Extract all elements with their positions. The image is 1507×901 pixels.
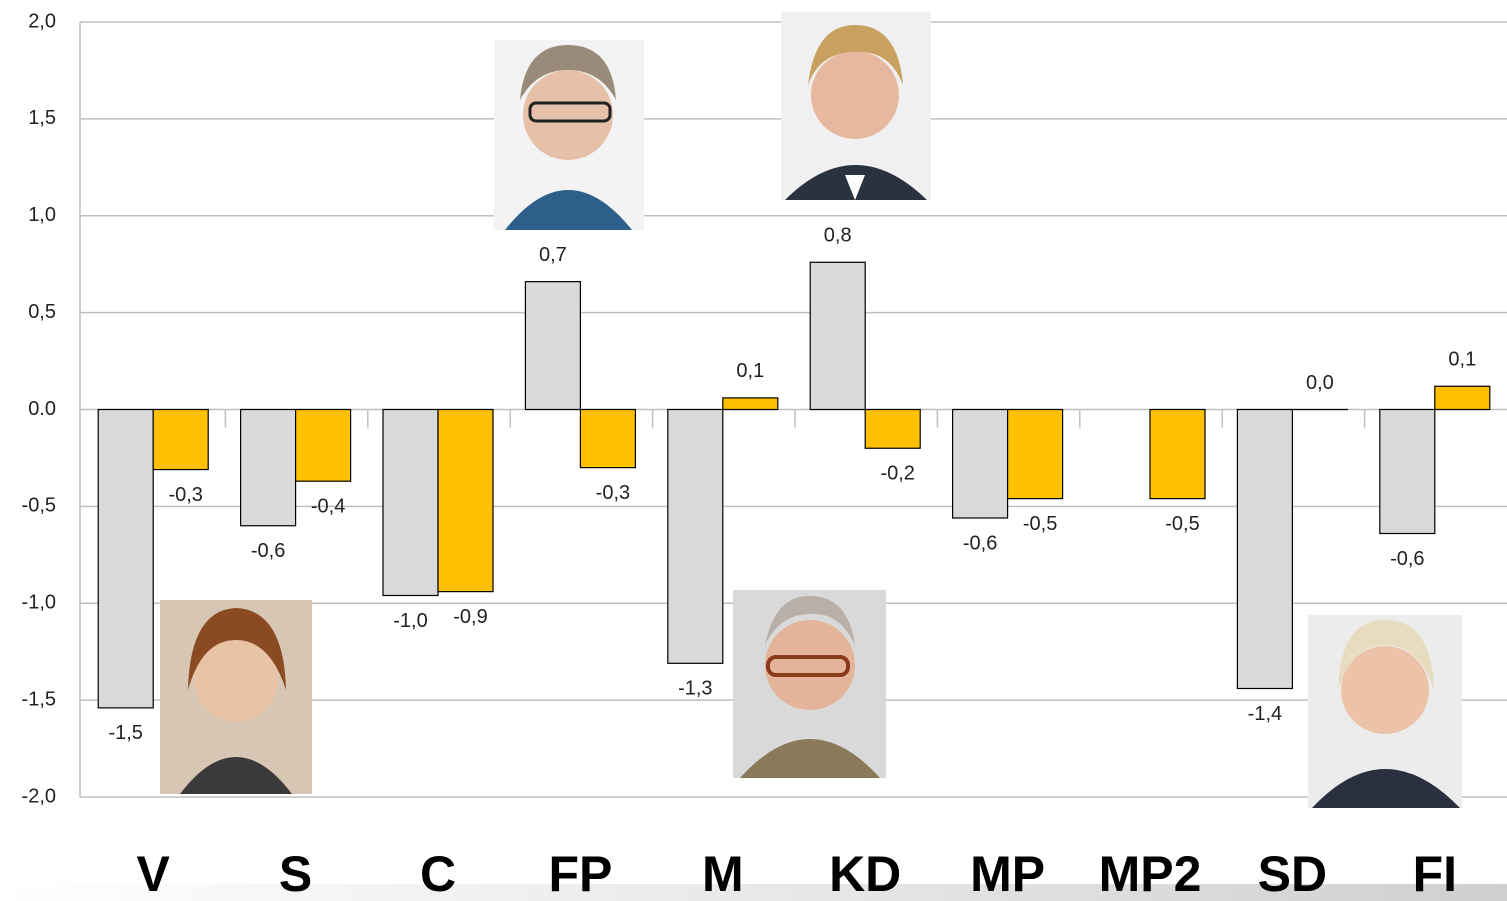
y-tick-label: -0,5 bbox=[22, 495, 56, 517]
y-tick-label: 0.0 bbox=[28, 398, 56, 420]
y-tick-label: -2,0 bbox=[22, 785, 56, 807]
bar bbox=[1379, 408, 1436, 535]
bar bbox=[667, 408, 724, 664]
bar bbox=[579, 408, 637, 469]
x-tick-label: KD bbox=[829, 846, 901, 901]
bar bbox=[722, 397, 779, 411]
x-tick-label: M bbox=[702, 846, 744, 901]
y-tick-label: 2,0 bbox=[28, 10, 56, 32]
photo bbox=[160, 600, 312, 794]
y-tick-label: 1,5 bbox=[28, 107, 56, 129]
value-label: -1,3 bbox=[678, 678, 712, 700]
x-tick-label: V bbox=[137, 846, 171, 901]
y-tick-label: 0,5 bbox=[28, 301, 56, 323]
value-label: -0,5 bbox=[1023, 513, 1057, 535]
x-tick-label: SD bbox=[1258, 846, 1327, 901]
value-label: -0,3 bbox=[168, 484, 202, 506]
bar bbox=[152, 408, 209, 471]
bar bbox=[382, 408, 439, 597]
photo bbox=[733, 590, 886, 778]
value-label: -0,6 bbox=[251, 540, 285, 562]
bar bbox=[295, 408, 352, 482]
x-tick-label: S bbox=[279, 846, 312, 901]
value-label: 0,1 bbox=[1448, 349, 1476, 371]
x-tick-label: FP bbox=[548, 846, 612, 901]
value-label: -0,4 bbox=[311, 495, 345, 517]
bar bbox=[240, 408, 297, 527]
photos bbox=[160, 12, 1462, 808]
bar bbox=[97, 408, 154, 709]
bars bbox=[97, 261, 1491, 709]
x-tick-label: FI bbox=[1413, 846, 1457, 901]
y-tick-label: -1,5 bbox=[22, 688, 56, 710]
value-label: 0,0 bbox=[1306, 372, 1334, 394]
x-tick-label: MP bbox=[970, 846, 1045, 901]
value-label: -0,5 bbox=[1165, 513, 1199, 535]
bar bbox=[1434, 385, 1491, 411]
labels: -2,0 -1,5 -1,0 -0,5 0.0 0,5 1,0 1,5 2,0 V -1,5 -0,3… bbox=[22, 10, 1477, 901]
bar bbox=[1149, 408, 1206, 500]
floor-strip bbox=[0, 884, 1507, 901]
value-label: -0,6 bbox=[1390, 548, 1424, 570]
value-label: -1,5 bbox=[108, 722, 142, 744]
value-label: 0,1 bbox=[736, 360, 764, 382]
value-label: -0,6 bbox=[963, 532, 997, 554]
value-label: 0,8 bbox=[824, 225, 852, 247]
bar bbox=[1236, 408, 1294, 690]
x-tick-label: MP2 bbox=[1099, 846, 1202, 901]
y-tick-label: 1,0 bbox=[28, 204, 56, 226]
photo bbox=[1308, 615, 1462, 808]
x-tick-label: C bbox=[420, 846, 456, 901]
value-label: -1,0 bbox=[393, 610, 427, 632]
bar bbox=[809, 261, 866, 411]
bar bbox=[1006, 408, 1064, 500]
value-label: -0,2 bbox=[880, 463, 914, 485]
value-label: -0,3 bbox=[596, 482, 630, 504]
value-label: 0,7 bbox=[539, 244, 567, 266]
y-tick-label: -1,0 bbox=[22, 592, 56, 614]
photo bbox=[781, 12, 931, 200]
value-label: -0,9 bbox=[453, 606, 487, 628]
bar bbox=[951, 408, 1009, 519]
bar bbox=[524, 281, 582, 411]
bar bbox=[437, 408, 494, 593]
value-label: -1,4 bbox=[1248, 703, 1282, 725]
bar bbox=[864, 408, 921, 449]
photo bbox=[494, 40, 644, 230]
